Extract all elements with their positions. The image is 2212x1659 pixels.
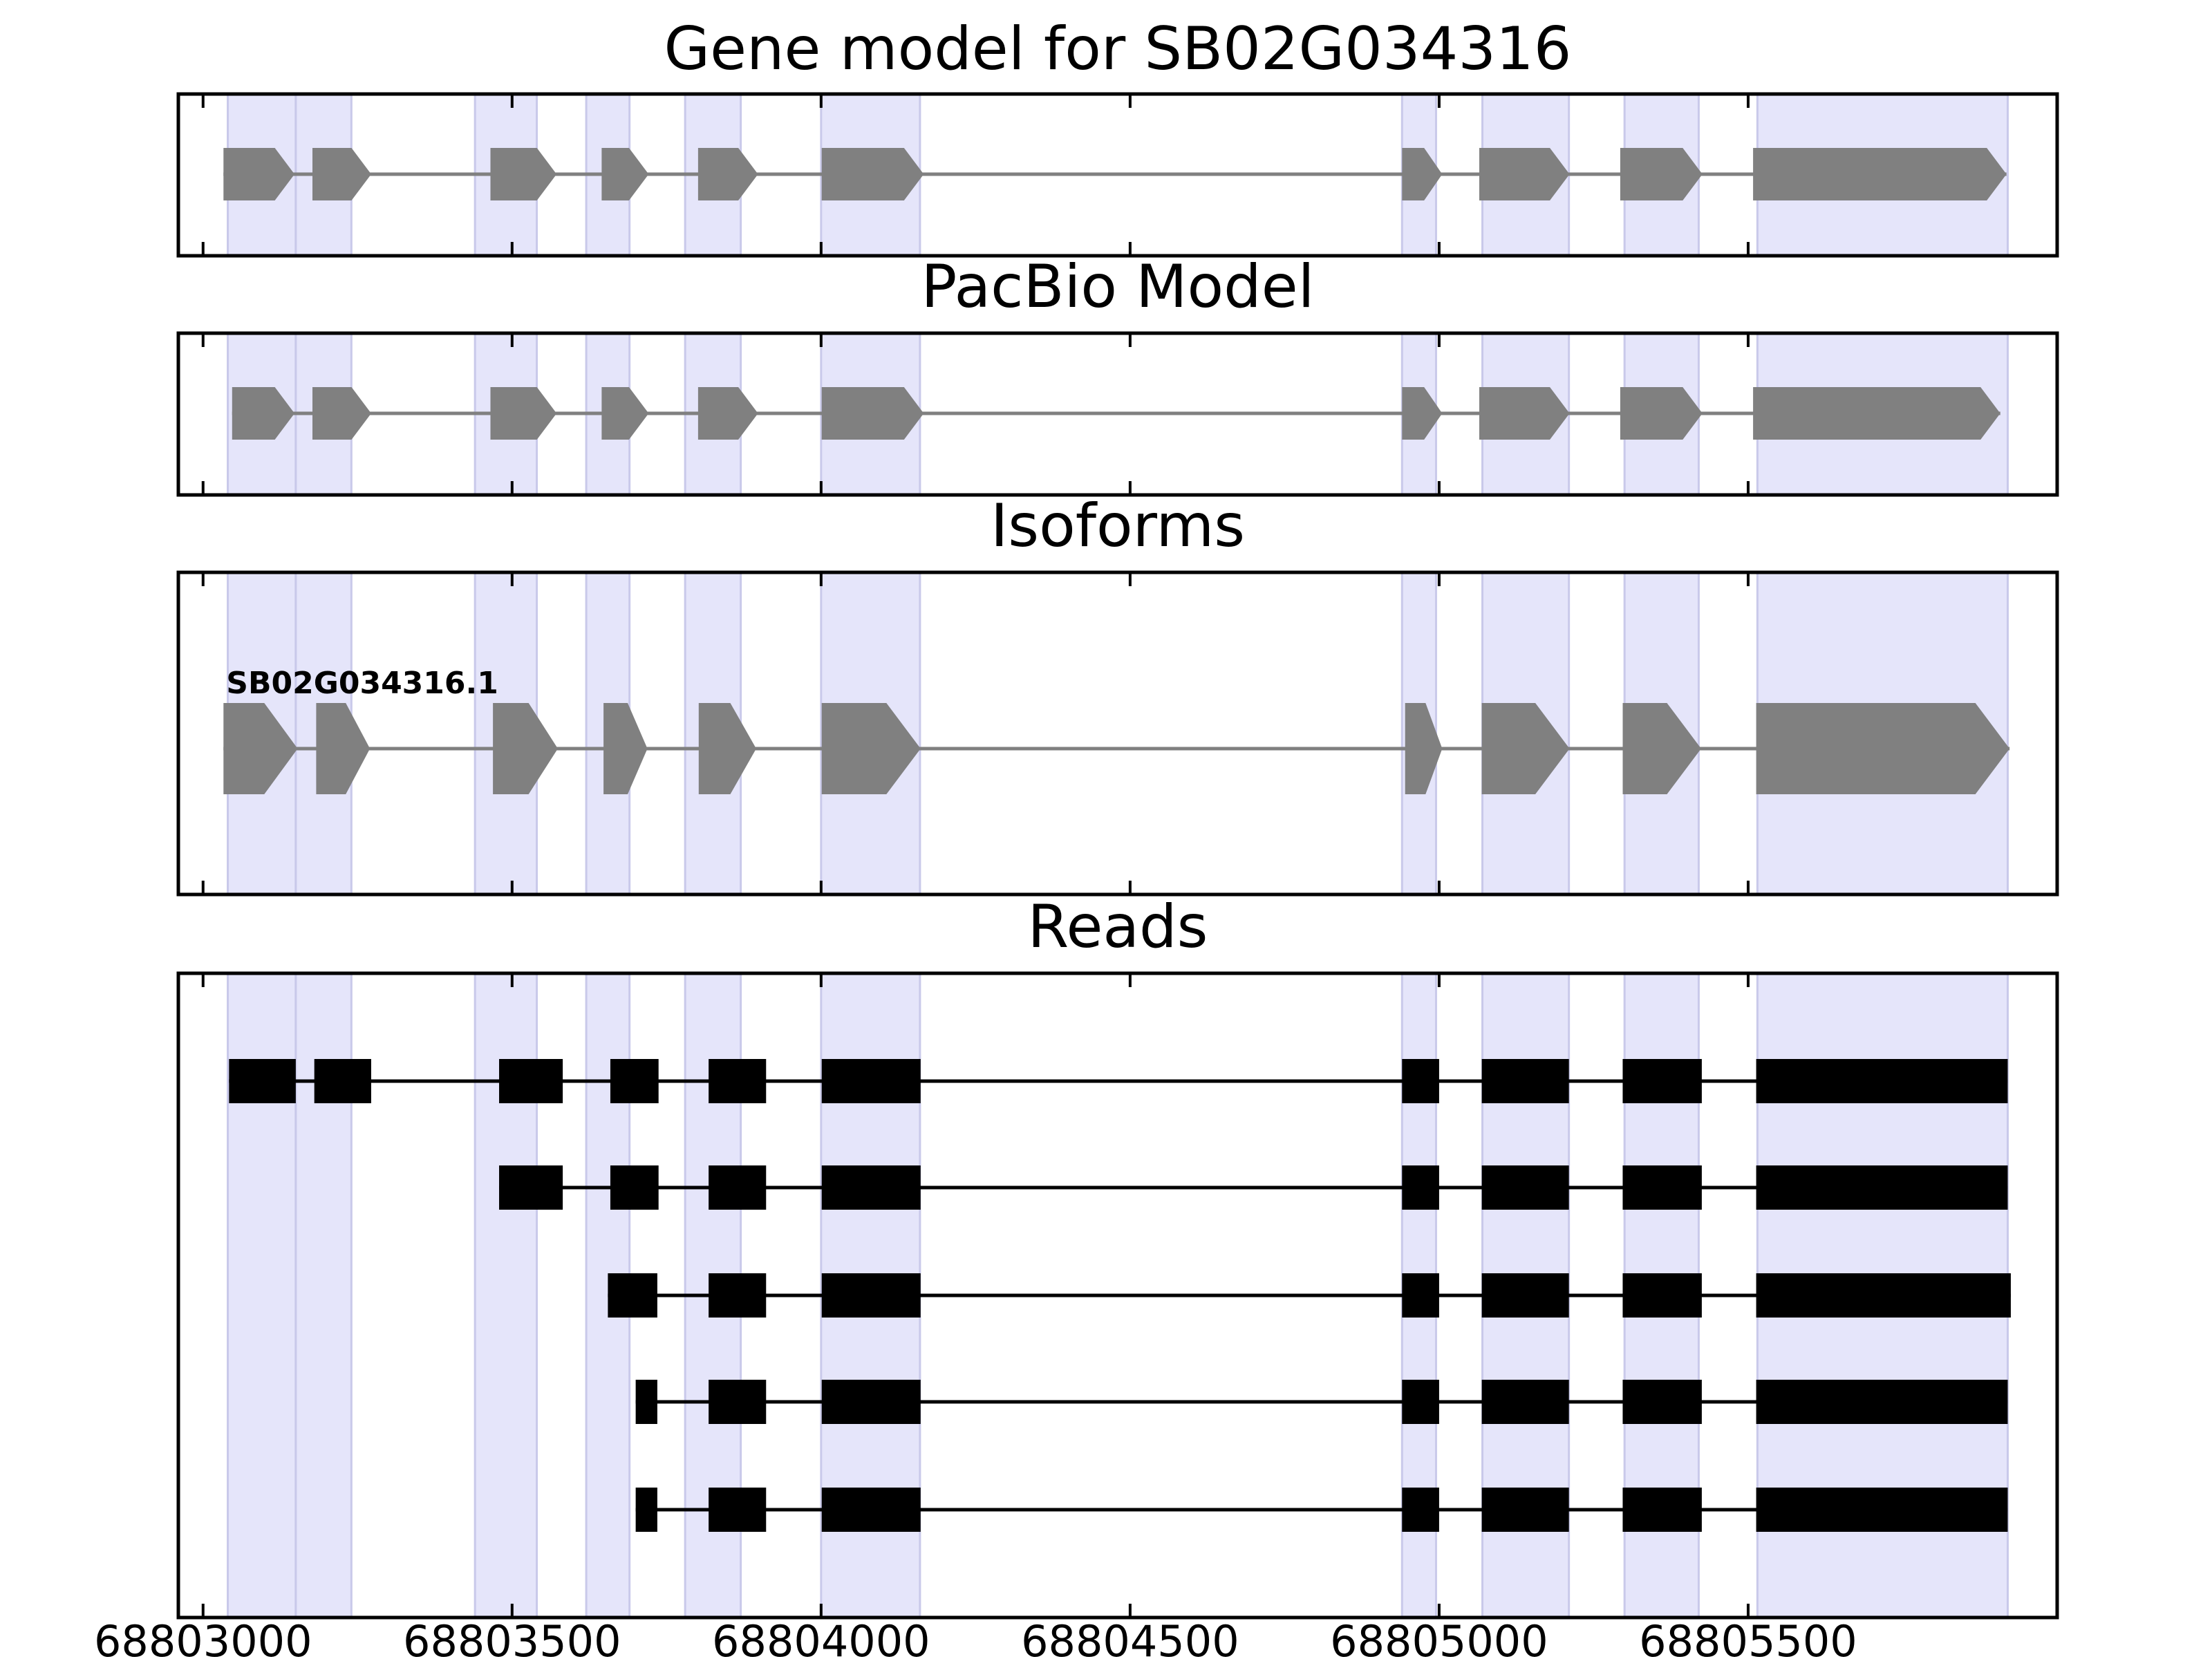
x-tick-label: 68803500 (403, 1616, 621, 1659)
read-exon (821, 1273, 921, 1318)
read-exon (610, 1165, 659, 1210)
panel-title: Reads (1028, 892, 1208, 962)
exon-arrow (1753, 148, 2007, 200)
read-exon (229, 1059, 296, 1103)
read-exon (1756, 1273, 2011, 1318)
exon-arrow (1402, 148, 1443, 200)
read-exon (1756, 1059, 2008, 1103)
exon-arrow (223, 703, 298, 794)
read-exon (821, 1165, 921, 1210)
read-exon (821, 1488, 921, 1532)
exon-arrow (603, 703, 648, 794)
exon-arrow (601, 387, 649, 440)
x-axis: 68803000 68803500 68804000 68804500 68805000… (94, 1616, 1857, 1659)
read-exon (1481, 1380, 1569, 1424)
read-track (229, 1059, 2008, 1103)
read-exon (1402, 1165, 1439, 1210)
exon-arrow (490, 387, 557, 440)
exon-arrow (1756, 703, 2010, 794)
panel-title: PacBio Model (921, 252, 1314, 321)
read-exon (1622, 1488, 1702, 1532)
exon-arrow (493, 703, 558, 794)
read-exon (1622, 1273, 1702, 1318)
panel-gene-model: Gene model for SB02G034316 (176, 15, 2059, 258)
panel-pacbio-model: PacBio Model (176, 252, 2059, 497)
exon-arrow (698, 703, 756, 794)
isoform-label: SB02G034316.1 (226, 666, 498, 701)
read-exon (821, 1380, 921, 1424)
exon-arrow (1620, 387, 1703, 440)
panel-frame (176, 570, 2059, 897)
exon-arrow (1622, 703, 1701, 794)
exon-arrow (232, 387, 295, 440)
panel-frame (176, 971, 2059, 1620)
exon-arrow (821, 387, 924, 440)
read-exon (635, 1380, 657, 1424)
read-exon (709, 1488, 767, 1532)
read-exon (608, 1273, 657, 1318)
read-exon (709, 1059, 767, 1103)
read-exon (499, 1165, 563, 1210)
exon-arrow (821, 703, 921, 794)
read-exon (709, 1273, 767, 1318)
read-exon (610, 1059, 659, 1103)
read-exon (709, 1165, 767, 1210)
read-exon (1756, 1165, 2008, 1210)
read-exon (1756, 1488, 2008, 1532)
read-exon (709, 1380, 767, 1424)
read-exon (1481, 1488, 1569, 1532)
read-track (635, 1488, 2008, 1532)
read-track (499, 1165, 2008, 1210)
read-exon (1622, 1059, 1702, 1103)
exon-arrow (312, 387, 371, 440)
read-exon (1402, 1488, 1439, 1532)
read-exon (1481, 1273, 1569, 1318)
exon-arrow (697, 387, 758, 440)
exon-arrow (697, 148, 758, 200)
read-exon (1481, 1059, 1569, 1103)
read-exon (1622, 1165, 1702, 1210)
read-exon (1622, 1380, 1702, 1424)
panel-frame (176, 92, 2059, 258)
exon-arrow (1479, 387, 1570, 440)
panel-title: Gene model for SB02G034316 (664, 15, 1572, 84)
model-track (232, 387, 2000, 440)
exon-arrow (1405, 703, 1443, 794)
read-exon (635, 1488, 657, 1532)
read-track (608, 1273, 2011, 1318)
exon-arrow (1479, 148, 1570, 200)
model-track: SB02G034316.1 (223, 666, 2010, 794)
read-exon (1402, 1380, 1439, 1424)
read-exon (499, 1059, 563, 1103)
exon-arrow (223, 148, 295, 200)
x-tick-label: 68804500 (1021, 1616, 1239, 1659)
panel-title: Isoforms (991, 491, 1245, 561)
exon-arrow (821, 148, 924, 200)
exon-arrow (316, 703, 371, 794)
exon-arrow (1402, 387, 1443, 440)
panel-frame (176, 331, 2059, 497)
x-tick-label: 68804000 (712, 1616, 930, 1659)
exon-arrow (1620, 148, 1703, 200)
read-track (635, 1380, 2008, 1424)
panels-layer: Gene model for SB02G034316 PacBio Model Is… (176, 15, 2059, 1620)
read-exon (1402, 1273, 1439, 1318)
exon-arrow (601, 148, 649, 200)
x-tick-label: 68805500 (1639, 1616, 1857, 1659)
read-exon (1756, 1380, 2008, 1424)
read-exon (1402, 1059, 1439, 1103)
panel-reads: Reads (176, 892, 2059, 1620)
read-exon (821, 1059, 921, 1103)
exon-arrow (1481, 703, 1570, 794)
x-tick-label: 68805000 (1330, 1616, 1548, 1659)
panel-isoforms: Isoforms SB02G034316.1 (176, 491, 2059, 897)
exon-arrow (312, 148, 371, 200)
read-exon (1481, 1165, 1569, 1210)
exon-arrow (490, 148, 557, 200)
model-track (223, 148, 2007, 200)
read-exon (314, 1059, 371, 1103)
x-tick-label: 68803000 (94, 1616, 312, 1659)
exon-arrow (1753, 387, 2000, 440)
